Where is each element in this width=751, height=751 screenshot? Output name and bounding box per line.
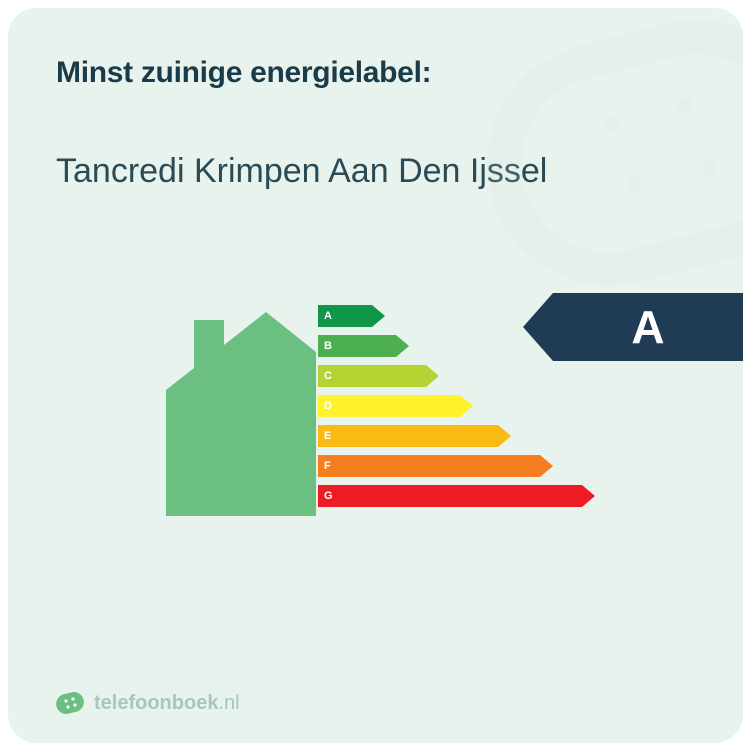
- energy-chart: ABCDEFG A: [166, 283, 695, 543]
- badge-letter: A: [553, 293, 743, 361]
- bar-letter: E: [324, 425, 331, 447]
- badge-arrow-icon: [523, 293, 553, 361]
- footer-brand-tld: .nl: [218, 692, 239, 714]
- bar-arrow-icon: [460, 395, 473, 417]
- house-icon: [166, 298, 316, 521]
- bar-arrow-icon: [582, 485, 595, 507]
- bar-arrow-icon: [396, 335, 409, 357]
- bar-body: [318, 395, 460, 417]
- bar-body: [318, 455, 540, 477]
- card-subtitle: Tancredi Krimpen Aan Den Ijssel: [56, 150, 695, 193]
- bar-body: [318, 365, 426, 387]
- bar-letter: F: [324, 455, 331, 477]
- bar-body: [318, 425, 498, 447]
- energy-label-card: Minst zuinige energielabel: Tancredi Kri…: [8, 8, 743, 743]
- footer-brand-bold: telefoonboek: [94, 692, 218, 714]
- bar-letter: G: [324, 485, 333, 507]
- selected-label-badge: A: [523, 293, 743, 361]
- footer-text: telefoonboek.nl: [94, 692, 240, 715]
- bar-body: [318, 485, 582, 507]
- bar-letter: B: [324, 335, 332, 357]
- card-title: Minst zuinige energielabel:: [56, 56, 695, 90]
- bar-arrow-icon: [498, 425, 511, 447]
- bar-arrow-icon: [372, 305, 385, 327]
- bar-arrow-icon: [540, 455, 553, 477]
- bar-letter: C: [324, 365, 332, 387]
- bar-letter: A: [324, 305, 332, 327]
- footer: telefoonboek.nl: [56, 689, 240, 717]
- bar-arrow-icon: [426, 365, 439, 387]
- footer-logo-icon: [56, 689, 84, 717]
- bar-letter: D: [324, 395, 332, 417]
